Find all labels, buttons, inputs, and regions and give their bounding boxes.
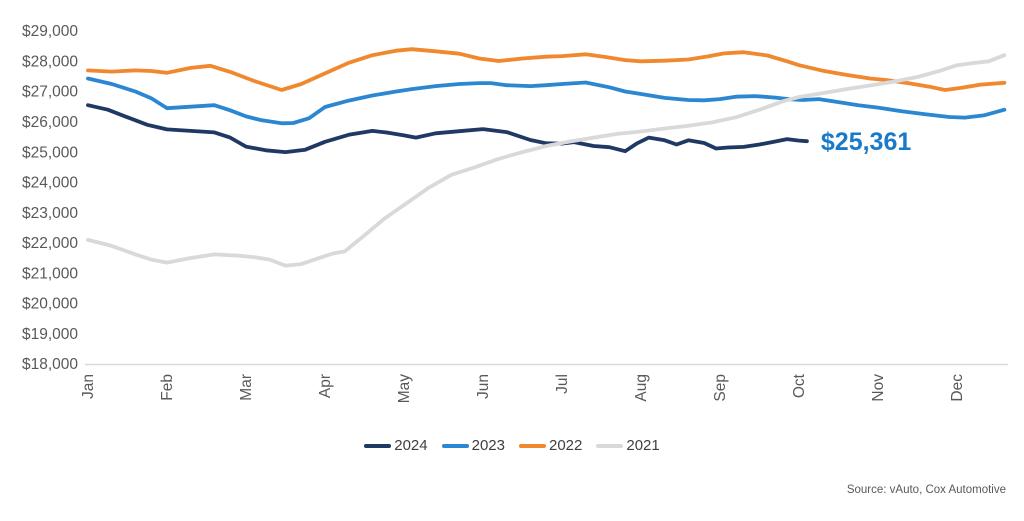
legend-swatch-2022 xyxy=(519,444,546,448)
y-tick-label: $29,000 xyxy=(22,23,78,40)
x-tick-label: Sep xyxy=(712,374,729,402)
y-tick-label: $24,000 xyxy=(22,175,78,192)
y-tick-label: $21,000 xyxy=(22,265,78,282)
legend-item-2021: 2021 xyxy=(596,437,660,455)
annotation-label: $25,361 xyxy=(821,128,911,156)
x-tick-label: Mar xyxy=(238,374,255,401)
series-line-2024 xyxy=(86,103,809,155)
x-tick-label: Jun xyxy=(475,374,492,399)
series-line-2023 xyxy=(86,76,1007,126)
series-line-2021 xyxy=(86,53,1007,268)
legend-label: 2023 xyxy=(471,437,505,454)
y-tick-label: $22,000 xyxy=(22,235,78,252)
x-tick-label: Jul xyxy=(554,374,571,394)
source-note: Source: vAuto, Cox Automotive xyxy=(846,484,1006,496)
y-tick-label: $25,000 xyxy=(22,144,78,161)
legend-item-2022: 2022 xyxy=(519,437,582,455)
x-tick-label: Dec xyxy=(949,374,966,402)
y-tick-label: $20,000 xyxy=(22,296,78,313)
x-tick-label: Nov xyxy=(870,374,887,402)
legend-swatch-2024 xyxy=(364,444,392,448)
y-tick-label: $27,000 xyxy=(22,84,78,101)
legend-label: 2022 xyxy=(549,437,583,454)
chart-canvas: $18,000 $19,000 $20,000 $21,000 $22,000 $23,0… xyxy=(22,23,1008,404)
legend-item-2023: 2023 xyxy=(441,437,505,455)
y-tick-label: $19,000 xyxy=(22,326,78,343)
y-tick-label: $18,000 xyxy=(22,356,78,373)
y-tick-label: $23,000 xyxy=(22,205,78,222)
y-tick-label: $28,000 xyxy=(22,54,78,71)
legend-label: 2024 xyxy=(394,437,428,454)
legend-swatch-2023 xyxy=(441,444,469,448)
x-tick-label: May xyxy=(396,374,413,404)
chart-legend: 2024 2023 2022 2021 xyxy=(0,437,1024,455)
x-tick-label: Oct xyxy=(791,373,808,398)
x-tick-label: Feb xyxy=(159,374,176,401)
legend-label: 2021 xyxy=(626,437,660,454)
legend-swatch-2021 xyxy=(596,444,624,448)
x-tick-label: Jan xyxy=(80,374,97,399)
x-tick-label: Aug xyxy=(633,374,650,402)
series-line-2022 xyxy=(86,47,1007,92)
x-tick-label: Apr xyxy=(317,374,334,398)
y-tick-label: $26,000 xyxy=(22,114,78,131)
legend-item-2024: 2024 xyxy=(364,437,428,455)
